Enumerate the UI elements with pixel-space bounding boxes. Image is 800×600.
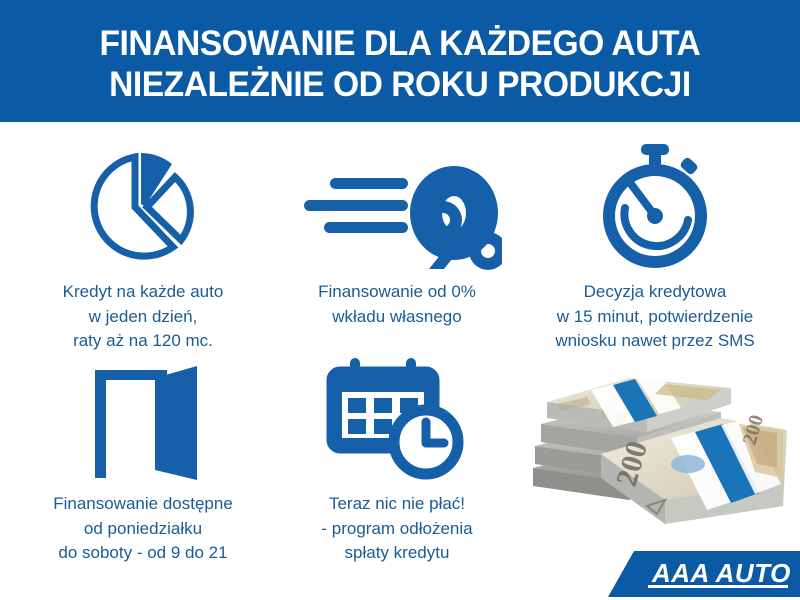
logo-background-shape <box>608 551 800 597</box>
feature-item-decision-time: Decyzja kredytowa w 15 minut, potwierdze… <box>512 140 798 354</box>
feature-item-credit: Kredyt na każde auto w jeden dzień, raty… <box>8 140 278 354</box>
feature-caption: Decyzja kredytowa w 15 minut, potwierdze… <box>555 282 755 351</box>
feature-caption: Finansowanie dostępne od poniedziałku do… <box>53 494 233 563</box>
feature-item-zero-percent: Finansowanie od 0% wkładu własnego <box>272 140 522 329</box>
money-and-logo-block: 200 200 AAA AUTO <box>515 360 800 600</box>
feature-caption: Teraz nic nie płać! - program odłożenia … <box>321 494 473 563</box>
feature-caption: Kredyt na każde auto w jeden dzień, raty… <box>62 282 224 351</box>
banknote-stacks-image: 200 200 <box>525 360 800 525</box>
zero-percent-icon <box>292 140 502 270</box>
feature-grid: Kredyt na każde auto w jeden dzień, raty… <box>0 122 800 600</box>
calendar-clock-icon <box>322 354 472 482</box>
stopwatch-icon <box>585 140 725 270</box>
feature-item-deferred-payment: Teraz nic nie płać! - program odłożenia … <box>272 354 522 566</box>
pie-chart-icon <box>69 140 217 270</box>
feature-caption: Finansowanie od 0% wkładu własnego <box>318 282 476 326</box>
feature-item-opening-hours: Finansowanie dostępne od poniedziałku do… <box>8 360 278 566</box>
header-line-1: FINANSOWANIE DLA KAŻDEGO AUTA <box>99 23 701 63</box>
logo-underline <box>648 585 788 588</box>
header-line-2: NIEZALEŻNIE OD ROKU PRODUKCJI <box>109 65 691 104</box>
logo-text: AAA AUTO <box>652 558 791 588</box>
header-banner: FINANSOWANIE DLA KAŻDEGO AUTA NIEZALEŻNI… <box>0 0 800 122</box>
aaa-auto-logo[interactable]: AAA AUTO <box>608 551 800 597</box>
open-door-icon <box>77 360 209 482</box>
